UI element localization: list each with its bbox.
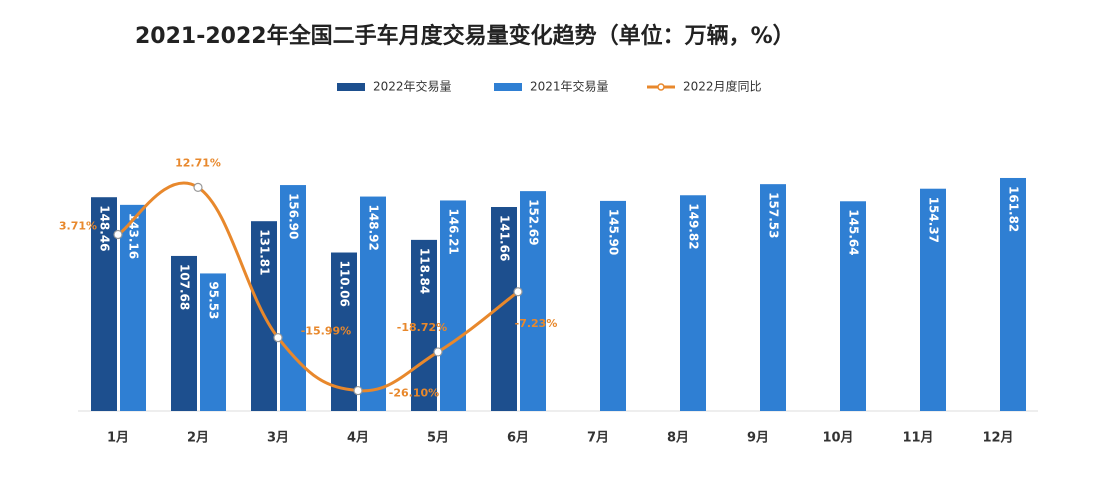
x-tick-label: 9月 [747, 431, 769, 446]
bar [91, 197, 117, 411]
line-marker [193, 182, 203, 192]
legend-marker [657, 83, 665, 91]
x-tick-label: 8月 [667, 431, 689, 446]
line-value-label: 3.71% [59, 219, 97, 232]
bar-value-label: 110.06 [338, 261, 352, 307]
bar-value-label: 152.69 [527, 199, 541, 245]
bar-value-label: 161.82 [1007, 186, 1021, 232]
legend-swatch [337, 83, 365, 91]
line-marker [433, 347, 443, 357]
bar [280, 185, 306, 411]
legend-label: 2022月度同比 [683, 79, 762, 94]
bar [920, 188, 946, 411]
bar [760, 184, 786, 411]
bar [411, 239, 437, 411]
bar [520, 191, 546, 411]
line-value-label: -18.72% [397, 321, 447, 334]
line-value-label: -15.99% [301, 325, 351, 338]
legend-label: 2021年交易量 [530, 79, 609, 94]
x-tick-label: 3月 [267, 431, 289, 446]
bar-value-label: 95.53 [207, 281, 221, 319]
bar-value-label: 118.84 [418, 248, 432, 294]
x-tick-label: 6月 [507, 431, 529, 446]
bar [171, 255, 197, 411]
line-marker [273, 333, 283, 343]
bar [360, 196, 386, 411]
chart-title: 2021-2022年全国二手车月度交易量变化趋势（单位：万辆，%） [135, 23, 795, 49]
x-tick-label: 12月 [982, 431, 1013, 446]
x-tick-label: 2月 [187, 431, 209, 446]
bar-value-label: 131.81 [258, 229, 272, 275]
bar [840, 201, 866, 411]
bar-value-label: 146.21 [447, 208, 461, 254]
bar-value-label: 148.46 [98, 205, 112, 251]
line [117, 181, 519, 393]
bar-value-label: 156.90 [287, 193, 301, 239]
legend-swatch [494, 83, 522, 91]
bar-value-label: 149.82 [687, 203, 701, 249]
x-tick-label: 11月 [902, 431, 933, 446]
bar [200, 273, 226, 411]
bar-value-label: 154.37 [927, 197, 941, 243]
bar-value-label: 107.68 [178, 264, 192, 310]
bar-value-label: 145.64 [847, 209, 861, 255]
bar-value-label: 141.66 [498, 215, 512, 261]
bar [680, 195, 706, 411]
line-marker [513, 287, 523, 297]
line-marker [113, 229, 123, 240]
bar-value-label: 145.90 [607, 209, 621, 255]
bar [120, 204, 146, 411]
x-tick-label: 10月 [822, 431, 853, 446]
bar [1000, 177, 1026, 411]
x-tick-label: 1月 [107, 431, 129, 446]
x-tick-label: 7月 [587, 431, 609, 446]
line-marker [353, 385, 363, 396]
bar-value-label: 157.53 [767, 192, 781, 238]
line-value-label: 12.71% [175, 156, 221, 169]
legend-label: 2022年交易量 [373, 79, 452, 94]
x-tick-label: 4月 [347, 431, 369, 446]
line-value-label: -26.10% [389, 387, 439, 400]
bar [600, 200, 626, 411]
line-value-label: -7.23% [515, 317, 558, 330]
bar-value-label: 148.92 [367, 205, 381, 251]
bar [440, 200, 466, 411]
x-tick-label: 5月 [427, 431, 449, 446]
bar [331, 252, 357, 411]
